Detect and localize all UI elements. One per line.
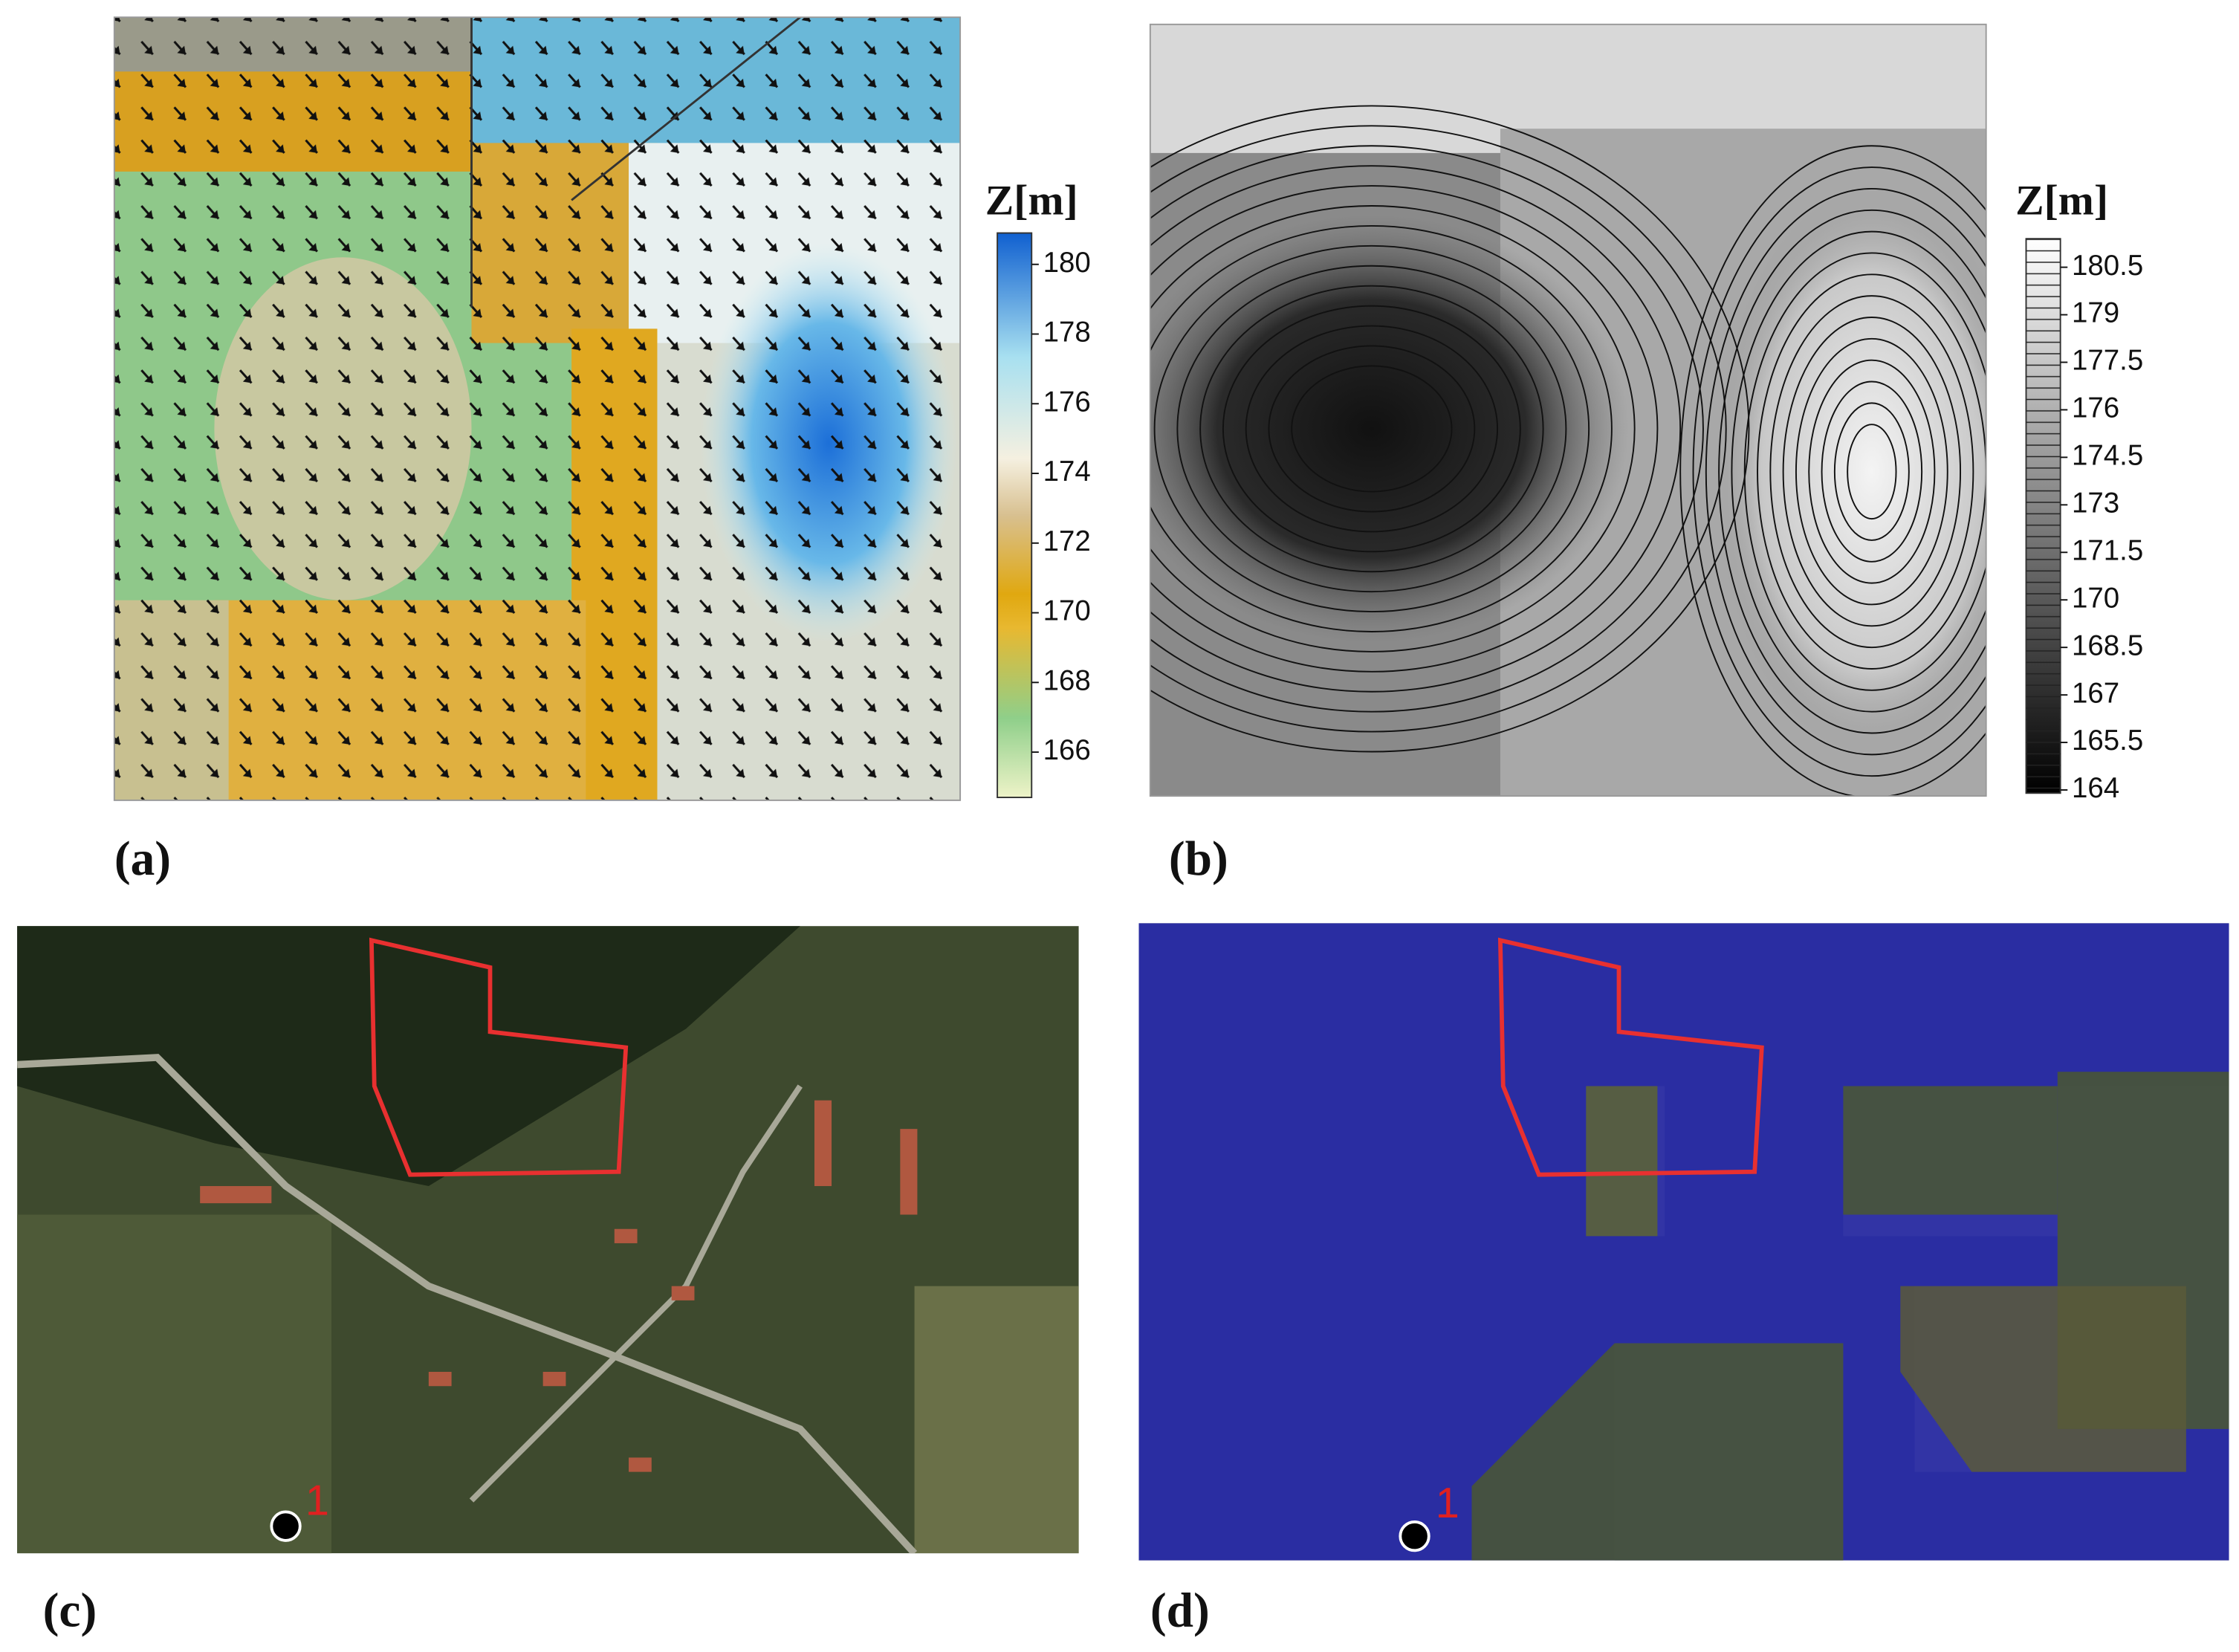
contour-line — [1731, 230, 1986, 713]
map-b — [1150, 24, 1986, 797]
colorbar-tick-label: 174.5 — [2072, 440, 2143, 472]
contour-line — [1150, 165, 1682, 693]
colorbar-tick-label: 168.5 — [2072, 629, 2143, 661]
contour-line — [1847, 424, 1897, 520]
colorbar-tick-label: 177.5 — [2072, 345, 2143, 377]
colorbar-tick-label: 170 — [1043, 595, 1091, 627]
colorbar-tick-label: 164 — [2072, 772, 2119, 804]
contour-line — [1705, 188, 1986, 756]
contour-line — [1150, 145, 1704, 713]
colorbar-b-bands — [2026, 239, 2061, 794]
contour-line — [1153, 244, 1590, 613]
contour-line — [1769, 295, 1974, 649]
colorbar-tick-label: 168 — [1043, 664, 1091, 696]
panel-label: (b) — [1169, 832, 1228, 886]
map-c — [17, 926, 1079, 1554]
contour-line — [1199, 285, 1544, 573]
panel-label: (c) — [43, 1584, 97, 1637]
contour-line — [1679, 145, 1986, 797]
contour-line — [1692, 166, 1986, 777]
contour-line — [1150, 125, 1727, 733]
colorbar-tick-label: 180.5 — [2072, 250, 2143, 282]
contour-line — [1795, 337, 1948, 606]
colorbar-tick-label: 176 — [2072, 392, 2119, 424]
marker-label: 1 — [305, 1477, 329, 1524]
contour-line — [1150, 225, 1613, 632]
contour-line — [1833, 402, 1910, 541]
contour-line — [1291, 365, 1453, 493]
contour-line — [1150, 185, 1659, 673]
colorbar-tick-label: 170 — [2072, 582, 2119, 614]
contour-line — [1821, 380, 1923, 563]
contour-line — [1718, 209, 1986, 734]
colorbar-tick-label: 172 — [1043, 525, 1091, 557]
contour-line — [1743, 252, 1986, 691]
contour-line — [1150, 105, 1750, 753]
contour-line — [1150, 205, 1636, 652]
marker-label: 1 — [1436, 1480, 1459, 1527]
map-a-frame — [113, 16, 962, 801]
contour-line — [1757, 273, 1986, 670]
map-b-frame — [1149, 23, 1987, 797]
colorbar-a — [997, 232, 1033, 799]
contour-line — [1176, 265, 1567, 593]
map-d — [1138, 923, 2229, 1561]
colorbar-tick-label: 171.5 — [2072, 534, 2143, 566]
panel-label: (a) — [114, 832, 171, 886]
colorbar-tick-label: 174 — [1043, 456, 1091, 487]
colorbar-tick-label: 165.5 — [2072, 725, 2143, 757]
contour-line — [1782, 317, 1962, 627]
colorbar-tick-label: 178 — [1043, 317, 1091, 349]
panel-label: (d) — [1150, 1584, 1210, 1637]
contour-line — [1808, 359, 1936, 584]
contour-line — [1222, 305, 1521, 553]
contour-line — [1245, 325, 1499, 533]
colorbar-tick-label: 176 — [1043, 386, 1091, 418]
colorbar-tick-label: 180 — [1043, 247, 1091, 279]
contour-line — [1268, 345, 1476, 513]
colorbar-tick-label: 166 — [1043, 734, 1091, 766]
colorbar-tick-label: 179 — [2072, 297, 2119, 329]
colorbar-title: Z[m] — [2015, 178, 2108, 224]
map-a — [114, 17, 961, 800]
colorbar-title: Z[m] — [985, 178, 1078, 224]
colorbar-tick-label: 173 — [2072, 487, 2119, 519]
colorbar-tick-label: 167 — [2072, 677, 2119, 709]
